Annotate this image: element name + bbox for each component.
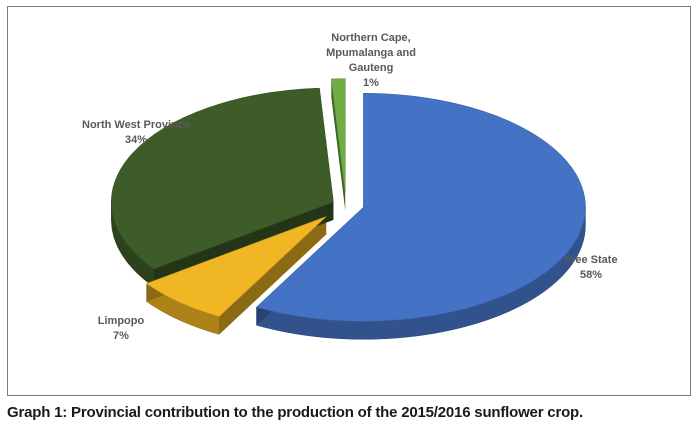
slice-northern-cape-mpumalanga-and-gauteng xyxy=(330,78,346,193)
pie-chart: Free State 58% Limpopo 7% North West Provinc… xyxy=(82,32,618,342)
data-label-limpopo: Limpopo 7% xyxy=(98,315,145,342)
slice-north-west-province xyxy=(111,87,334,270)
slice-side-northern-cape-mpumalanga-and-gauteng xyxy=(331,78,346,211)
chart-frame: Free State 58% Limpopo 7% North West Provinc… xyxy=(7,6,691,396)
slice-limpopo xyxy=(145,216,327,317)
slice-free-state xyxy=(255,92,586,322)
data-label-north-west-province: North West Province 34% xyxy=(82,119,190,146)
data-label-free-state: Free State 58% xyxy=(564,254,617,281)
figure-caption: Graph 1: Provincial contribution to the … xyxy=(7,404,583,421)
data-label-northern-cape-mpumalanga-and-gauteng: Northern Cape, Mpumalanga and Gauteng 1% xyxy=(326,32,416,89)
